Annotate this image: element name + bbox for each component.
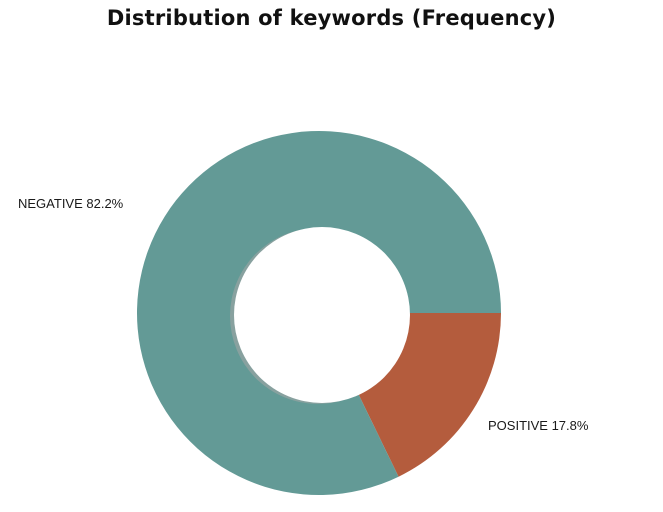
donut-hole <box>234 227 410 403</box>
label-negative: NEGATIVE 82.2% <box>18 196 124 211</box>
label-positive: POSITIVE 17.8% <box>488 418 589 433</box>
chart-title: Distribution of keywords (Frequency) <box>106 6 557 30</box>
labels-group: NEGATIVE 82.2% POSITIVE 17.8% <box>18 196 589 433</box>
